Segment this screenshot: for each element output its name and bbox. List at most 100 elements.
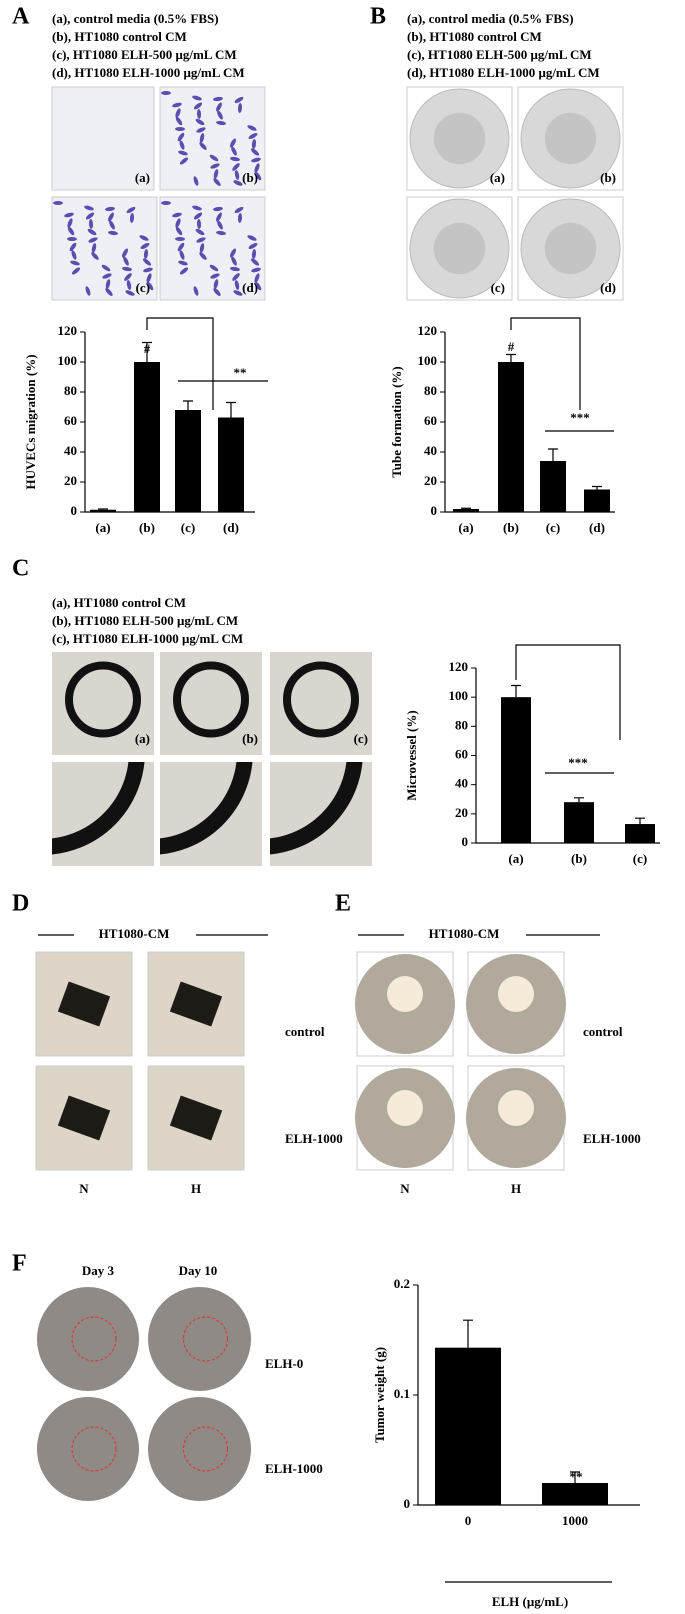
cell xyxy=(237,213,243,223)
ring xyxy=(173,661,249,738)
cell xyxy=(177,132,185,142)
micrograph xyxy=(52,652,154,755)
micrograph xyxy=(160,762,262,866)
tumor-outline xyxy=(71,1316,117,1362)
cell xyxy=(108,230,118,236)
significance: # xyxy=(144,341,151,356)
y-tick-label: 60 xyxy=(424,413,437,428)
cell xyxy=(64,212,74,218)
cell xyxy=(196,127,206,133)
cell xyxy=(172,212,182,218)
cell xyxy=(175,226,183,236)
significance: ** xyxy=(570,1469,583,1484)
micrograph xyxy=(466,951,566,1057)
error-bar xyxy=(183,400,193,410)
cell xyxy=(175,218,181,228)
cell xyxy=(216,230,226,236)
micrograph xyxy=(147,951,245,1057)
cell xyxy=(196,237,206,243)
cell xyxy=(193,286,199,296)
cell xyxy=(123,256,129,266)
cell xyxy=(178,150,188,156)
bar xyxy=(134,362,160,512)
y-tick-label: 20 xyxy=(455,805,468,820)
error-bar xyxy=(635,817,645,825)
y-tick-label: 0 xyxy=(71,503,78,518)
cell xyxy=(234,96,244,104)
cell xyxy=(105,288,113,296)
cell xyxy=(179,157,189,165)
micrograph xyxy=(147,1065,245,1171)
y-tick-label: 100 xyxy=(418,353,438,368)
well-center xyxy=(544,222,597,275)
cell xyxy=(231,146,237,156)
cell xyxy=(213,169,219,179)
y-tick-label: 60 xyxy=(64,413,77,428)
cell xyxy=(192,205,202,211)
y-tick-label: 0.2 xyxy=(394,1276,410,1291)
y-tick-label: 120 xyxy=(418,323,438,338)
legend-text: (b), HT1080 control CM xyxy=(52,29,187,44)
bar xyxy=(498,362,524,512)
cell xyxy=(161,91,171,95)
cell xyxy=(91,243,97,253)
cell xyxy=(85,212,95,220)
ring xyxy=(65,661,141,738)
cell xyxy=(254,281,262,291)
y-tick-label: 40 xyxy=(455,776,468,791)
row-label: ELH-1000 xyxy=(583,1131,641,1146)
bracket xyxy=(146,317,214,410)
cell xyxy=(87,228,97,236)
cell xyxy=(195,118,205,126)
cell xyxy=(192,95,202,101)
y-tick-label: 100 xyxy=(449,688,469,703)
membrane xyxy=(148,1397,251,1501)
cell xyxy=(193,102,203,110)
cell xyxy=(102,273,112,279)
cell xyxy=(233,290,243,296)
x-axis-label: ELH (μg/mL) xyxy=(492,1594,568,1609)
membrane xyxy=(148,1287,251,1391)
micrograph xyxy=(270,652,372,755)
cell xyxy=(233,180,243,186)
cell xyxy=(251,139,257,149)
cell xyxy=(71,267,81,275)
cell xyxy=(108,212,114,222)
cell xyxy=(129,213,135,223)
error-bar xyxy=(548,448,558,461)
cell xyxy=(230,138,236,148)
cell xyxy=(125,290,135,296)
micrograph xyxy=(51,196,158,301)
cell xyxy=(122,248,128,258)
x-tick-label: 0 xyxy=(465,1513,472,1528)
cell xyxy=(175,126,185,132)
cell xyxy=(179,267,189,275)
cell xyxy=(210,273,220,279)
cell xyxy=(254,273,260,283)
row-label: control xyxy=(583,1024,623,1039)
micrograph xyxy=(406,86,513,191)
cell xyxy=(84,205,94,211)
cell xyxy=(217,110,223,120)
y-axis-label: Microvessel (%) xyxy=(404,710,419,800)
significance: *** xyxy=(568,755,588,770)
error-bar xyxy=(506,353,516,362)
cell xyxy=(230,156,240,162)
cell xyxy=(248,242,258,250)
tumor-outline xyxy=(183,1426,228,1472)
cell xyxy=(251,249,257,259)
y-axis-label: Tumor weight (g) xyxy=(372,1347,387,1443)
y-tick-label: 0 xyxy=(431,503,438,518)
column-label: N xyxy=(79,1181,89,1196)
plug xyxy=(169,981,223,1027)
x-tick-label: (b) xyxy=(139,520,155,535)
micrograph xyxy=(159,86,266,191)
cell xyxy=(213,178,221,186)
cell xyxy=(126,206,136,214)
cell xyxy=(146,281,154,291)
error-bar xyxy=(511,684,521,698)
panel-letter: B xyxy=(370,4,386,30)
cell xyxy=(251,267,261,273)
membrane xyxy=(37,1397,139,1501)
legend-text: (c), HT1080 ELH-1000 μg/mL CM xyxy=(52,631,243,646)
